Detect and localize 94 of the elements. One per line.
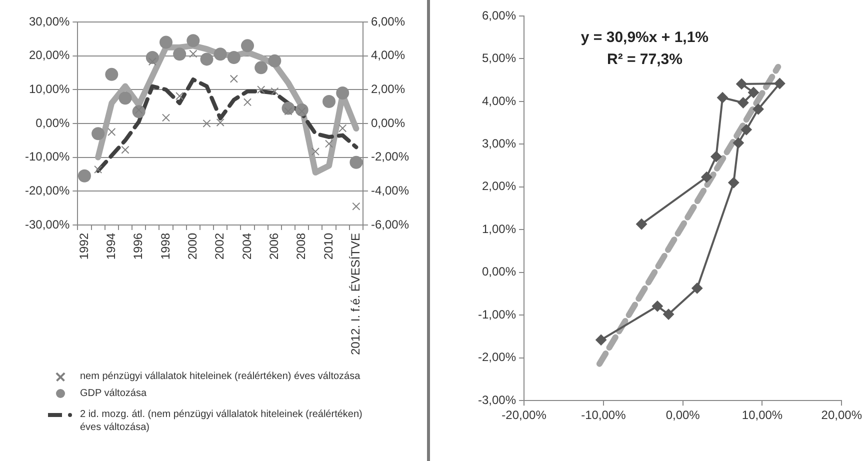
- point: [94, 165, 102, 174]
- point: [92, 127, 105, 140]
- point: [108, 128, 116, 136]
- x-tick-label: 1992: [76, 232, 91, 260]
- y2-tick-label: 2,00%: [370, 82, 406, 96]
- y-tick-label: 20,00%: [28, 48, 70, 62]
- point: [227, 51, 240, 64]
- point: [710, 151, 722, 162]
- point: [121, 146, 130, 154]
- y-tick-label: -1,00%: [478, 307, 516, 322]
- point: [736, 78, 748, 90]
- point: [202, 119, 211, 128]
- x-tick-label: 20,00%: [821, 408, 862, 422]
- point: [336, 86, 350, 100]
- y2-tick-label: -6,00%: [370, 217, 410, 232]
- x-tick-label: 10,00%: [742, 408, 783, 422]
- x-tick-label: -20,00%: [502, 408, 547, 422]
- y-tick-label: -10,00%: [24, 150, 70, 164]
- x-tick-label: 2010: [321, 232, 336, 260]
- point: [774, 78, 786, 90]
- point: [728, 177, 740, 188]
- x-tick-label: 2000: [185, 232, 200, 260]
- x-tick-label: 1998: [158, 232, 172, 260]
- point: [322, 94, 336, 108]
- point: [230, 74, 238, 83]
- y-tick-label: 5,00%: [482, 51, 516, 66]
- point: [311, 148, 320, 156]
- point: [176, 92, 184, 100]
- point: [78, 169, 91, 182]
- y2-tick-label: -4,00%: [370, 183, 410, 198]
- point: [596, 334, 607, 346]
- x-tick-label: 0,00%: [666, 408, 700, 422]
- annotation: y = 30,9%x + 1,1%: [580, 29, 709, 46]
- point: [173, 48, 186, 61]
- x-tick-label: 1996: [131, 232, 146, 260]
- y-tick-label: 6,00%: [482, 8, 516, 22]
- point: [216, 118, 224, 126]
- point: [352, 202, 360, 210]
- point: [268, 54, 282, 68]
- point: [118, 92, 132, 105]
- line-series: [96, 78, 358, 173]
- x-tick-label: -10,00%: [581, 408, 626, 422]
- point: [257, 86, 266, 94]
- point: [740, 124, 752, 136]
- point: [162, 114, 170, 122]
- annotation: R² = 77,3%: [606, 51, 682, 68]
- point: [243, 98, 252, 106]
- point: [338, 124, 347, 132]
- point: [160, 36, 172, 49]
- y-tick-label: 0,00%: [36, 116, 70, 130]
- y2-tick-label: 6,00%: [370, 14, 406, 28]
- y2-tick-label: -2,00%: [370, 150, 410, 164]
- point: [214, 48, 227, 61]
- x-tick-label: 1994: [104, 232, 118, 260]
- y2-tick-label: 0,00%: [370, 116, 406, 130]
- y-tick-label: 10,00%: [28, 82, 70, 96]
- point: [692, 282, 703, 294]
- point: [241, 39, 254, 52]
- y-tick-label: 3,00%: [482, 136, 516, 151]
- y-tick-label: 1,00%: [482, 222, 516, 236]
- legend-label: nem pénzügyi vállalatok hiteleinek (reálértéken) éves változása: [80, 370, 360, 383]
- y-tick-label: -20,00%: [24, 183, 70, 198]
- legend-label: GDP változása: [80, 387, 147, 400]
- point: [752, 104, 764, 115]
- y-tick-label: 4,00%: [482, 94, 516, 108]
- y-tick-label: -2,00%: [478, 350, 516, 364]
- point: [717, 92, 728, 104]
- point: [738, 97, 749, 108]
- y-tick-label: 30,00%: [28, 14, 70, 28]
- x-tick-label: 2004: [240, 232, 254, 260]
- y-tick-label: 0,00%: [482, 264, 516, 279]
- legend-label: 2 id. mozg. átl. (nem pénzügyi vállalatok hiteleinek (reálértéken) éves változása): [80, 408, 364, 434]
- point: [324, 140, 334, 148]
- point: [189, 50, 198, 58]
- x-tick-label: 2006: [266, 232, 281, 260]
- point: [636, 218, 648, 230]
- point: [701, 172, 712, 183]
- point: [663, 308, 674, 320]
- x-tick-label: 2012. I. f.é. ÉVESÍTVE: [348, 232, 362, 355]
- y-tick-label: -3,00%: [478, 392, 516, 407]
- y-tick-label: 2,00%: [482, 179, 516, 194]
- point: [254, 61, 268, 74]
- point: [748, 86, 760, 98]
- x-tick-label: 2002: [212, 232, 227, 260]
- point: [350, 156, 363, 169]
- y-tick-label: -30,00%: [24, 217, 70, 232]
- point: [186, 34, 200, 48]
- point: [732, 137, 744, 148]
- point: [105, 68, 118, 81]
- point: [270, 87, 279, 96]
- point: [200, 52, 214, 66]
- x-tick-label: 2008: [294, 232, 308, 260]
- y2-tick-label: 4,00%: [370, 48, 406, 62]
- point: [652, 300, 663, 312]
